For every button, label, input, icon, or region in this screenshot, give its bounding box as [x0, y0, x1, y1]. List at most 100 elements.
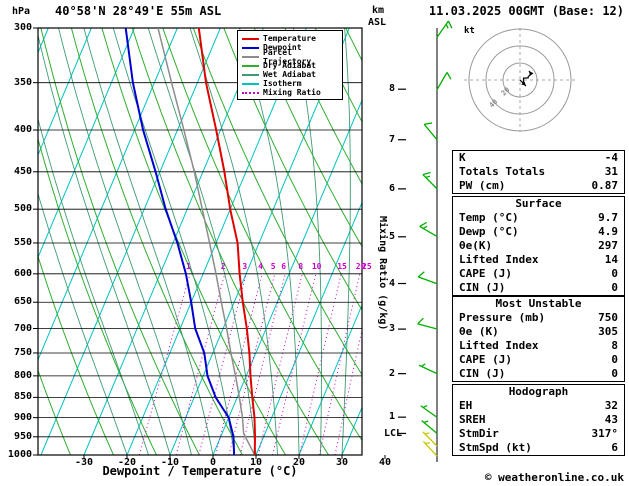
- legend-swatch-dry_adiabat: [242, 64, 259, 67]
- lcl-label: LCL: [384, 428, 403, 439]
- legend-item: Dry Adiabat: [242, 61, 339, 70]
- mixing-ratio-value-label: 5: [270, 262, 276, 271]
- legend-swatch-dewpoint: [242, 46, 259, 49]
- table-row-label: Dewp (°C): [459, 225, 519, 238]
- pressure-tick-label: 400: [13, 124, 32, 136]
- km-tick-label: 3: [388, 323, 395, 335]
- x-tick-label: 0: [209, 457, 217, 468]
- mixing-ratio-lines: [138, 273, 362, 455]
- legend-label: Mixing Ratio: [263, 88, 321, 97]
- x-tick-label: -30: [74, 457, 94, 468]
- table-row: Lifted Index 14: [453, 253, 624, 267]
- table-row: CIN (J) 0: [453, 281, 624, 295]
- table-row: Lifted Index 8: [453, 339, 624, 353]
- table-row-value: 0: [611, 281, 618, 294]
- datetime-label: 11.03.2025 00GMT (Base: 12): [428, 4, 624, 18]
- table-row: θe(K) 297: [453, 239, 624, 253]
- table-row-label: StmSpd (kt): [459, 441, 532, 454]
- indices-table: Surface Temp (°C) 9.7 Dewp (°C) 4.9 θe(K) 297 L…: [452, 196, 625, 296]
- page-title: 40°58'N 28°49'E 55m ASL: [55, 4, 222, 18]
- table-row-label: θe(K): [459, 239, 493, 252]
- table-header: Hodograph: [508, 385, 569, 398]
- indices-table: Hodograph EH 32 SREH 43 StmDir 317° StmSpd (kt)…: [452, 384, 625, 456]
- legend-item: Isotherm: [242, 79, 339, 88]
- table-row-label: Totals Totals: [459, 165, 546, 178]
- isobars: [33, 27, 386, 459]
- x-tick-label: -20: [117, 457, 137, 468]
- mixing-ratio-value-label: 20: [355, 262, 366, 271]
- table-row-label: EH: [459, 399, 473, 412]
- table-row-value: 305: [598, 325, 618, 338]
- table-row-label: Temp (°C): [459, 211, 519, 224]
- x-tick-label: -10: [160, 457, 180, 468]
- table-row: CIN (J) 0: [453, 367, 624, 381]
- pressure-tick-label: 650: [13, 296, 32, 308]
- legend-item: Parcel Trajectory: [242, 48, 339, 66]
- legend-swatch-wet_adiabat: [242, 73, 259, 76]
- km-axis: [398, 88, 406, 435]
- table-row-value: 43: [604, 413, 618, 426]
- table-row-value: 31: [604, 165, 618, 178]
- legend-label: Dry Adiabat: [263, 61, 316, 70]
- x-tick-label: 20: [292, 457, 306, 468]
- table-row-value: 14: [604, 253, 618, 266]
- pressure-tick-label: 450: [13, 165, 32, 177]
- km-axis-asl: ASL: [368, 17, 387, 28]
- table-header: Surface: [515, 197, 562, 210]
- table-row-value: 297: [598, 239, 618, 252]
- table-row-label: StmDir: [459, 427, 499, 440]
- table-row-label: CIN (J): [459, 367, 506, 380]
- x-axis-label: Dewpoint / Temperature (°C): [102, 464, 298, 478]
- table-row-value: 750: [598, 311, 618, 324]
- table-row-label: CIN (J): [459, 281, 506, 294]
- legend-swatch-mixing_ratio: [242, 91, 259, 94]
- legend-swatch-isotherm: [242, 82, 259, 85]
- table-row: Dewp (°C) 4.9: [453, 225, 624, 239]
- table-row-label: Lifted Index: [459, 253, 539, 266]
- mixing-ratio-value-label: 25: [362, 262, 372, 271]
- legend-item: Temperature: [242, 34, 339, 43]
- table-row: EH 32: [453, 399, 624, 413]
- mixing-ratio-value-label: 4: [258, 262, 263, 271]
- table-row: StmSpd (kt) 6: [453, 441, 624, 455]
- temperature-line: [197, 28, 257, 455]
- pressure-tick-label: 550: [13, 236, 32, 248]
- table-row: K -4: [453, 151, 624, 165]
- pressure-unit-label: hPa: [12, 6, 31, 17]
- table-row-label: Lifted Index: [459, 339, 539, 352]
- indices-table: Most Unstable Pressure (mb) 750 θe (K) 305 Li…: [452, 296, 625, 382]
- legend-label: Temperature: [263, 34, 316, 43]
- mixing-ratio-value-label: 15: [337, 262, 347, 271]
- pressure-tick-label: 1000: [7, 449, 32, 460]
- indices-table: K -4 Totals Totals 31 PW (cm) 0.87: [452, 150, 625, 194]
- km-tick-label: 7: [388, 133, 395, 145]
- table-row: Temp (°C) 9.7: [453, 211, 624, 225]
- pressure-tick-label: 600: [13, 267, 32, 279]
- table-row-value: 4.9: [598, 225, 618, 238]
- mixing-ratio-value-label: 2: [220, 262, 226, 271]
- table-row: PW (cm) 0.87: [453, 179, 624, 193]
- hodograph-ring-label: 20: [500, 86, 512, 98]
- mixing-ratio-value-label: 10: [311, 262, 322, 271]
- km-tick-label: 8: [388, 83, 395, 95]
- table-row: θe (K) 305: [453, 325, 624, 339]
- legend-label: Dewpoint: [263, 43, 302, 52]
- table-row: CAPE (J) 0: [453, 267, 624, 281]
- km-tick-label: 1: [388, 411, 395, 423]
- km-tick-label: 5: [388, 230, 395, 242]
- table-row-label: CAPE (J): [459, 267, 512, 280]
- table-row: Pressure (mb) 750: [453, 311, 624, 325]
- table-row: StmDir 317°: [453, 427, 624, 441]
- table-row-value: 32: [604, 399, 618, 412]
- table-row-value: 0: [611, 267, 618, 280]
- pressure-tick-label: 500: [13, 203, 32, 215]
- wind-barbs: [417, 20, 453, 462]
- table-row-value: 8: [611, 339, 618, 352]
- table-header: Most Unstable: [495, 297, 582, 310]
- table-row-value: 6: [611, 441, 618, 454]
- table-row-value: 0: [611, 353, 618, 366]
- copyright: © weatheronline.co.uk: [484, 471, 624, 484]
- hodograph-ring-label: 40: [488, 98, 500, 110]
- pressure-tick-label: 900: [13, 411, 32, 423]
